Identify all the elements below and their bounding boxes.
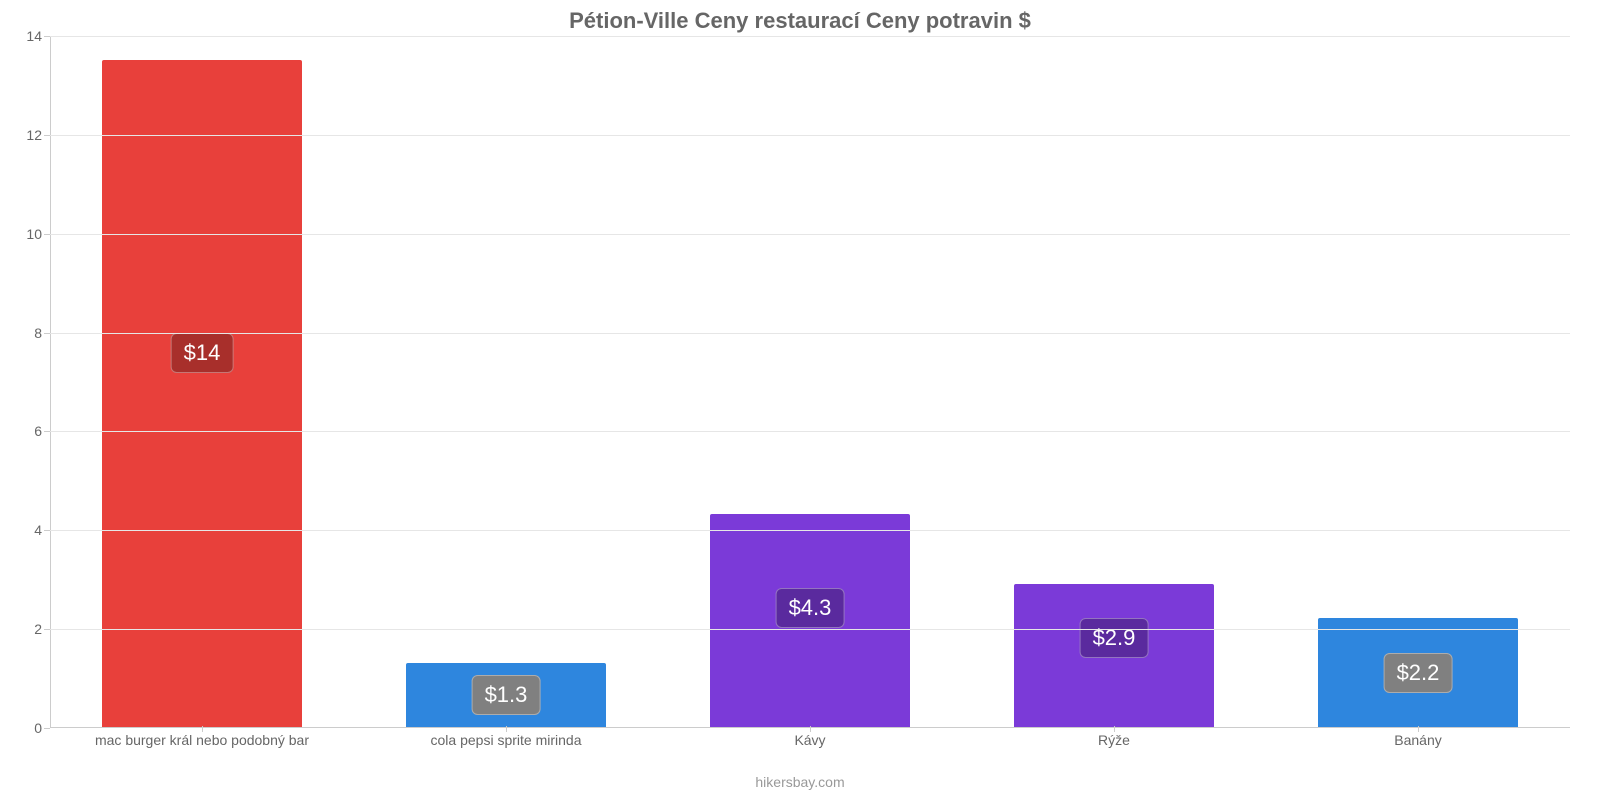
chart-container: Pétion-Ville Ceny restaurací Ceny potrav… (0, 0, 1600, 800)
x-axis-labels: mac burger král nebo podobný bar cola pep… (50, 732, 1570, 760)
y-tick-mark (44, 36, 50, 37)
bar-value-label: $14 (171, 333, 234, 373)
y-tick-mark (44, 530, 50, 531)
grid-line (50, 234, 1570, 235)
y-tick-mark (44, 629, 50, 630)
bar: $1.3 (406, 663, 607, 727)
plot-area: $14$1.3$4.3$2.9$2.2 02468101214 (50, 36, 1570, 728)
chart-source: hikersbay.com (0, 774, 1600, 790)
y-tick-label: 2 (2, 621, 42, 637)
bar-value-label: $4.3 (776, 588, 845, 628)
bar: $14 (102, 60, 303, 727)
y-tick-mark (44, 333, 50, 334)
bar: $2.2 (1318, 618, 1519, 727)
y-tick-label: 6 (2, 423, 42, 439)
x-axis-label: mac burger král nebo podobný bar (95, 732, 309, 748)
bar-value-label: $2.2 (1384, 653, 1453, 693)
grid-line (50, 135, 1570, 136)
y-tick-mark (44, 135, 50, 136)
bar-value-label: $2.9 (1080, 618, 1149, 658)
chart-title: Pétion-Ville Ceny restaurací Ceny potrav… (0, 0, 1600, 34)
grid-line (50, 629, 1570, 630)
grid-line (50, 530, 1570, 531)
y-tick-label: 0 (2, 720, 42, 736)
y-tick-label: 12 (2, 127, 42, 143)
bar-value-label: $1.3 (472, 675, 541, 715)
y-tick-label: 10 (2, 226, 42, 242)
y-tick-mark (44, 431, 50, 432)
y-tick-label: 8 (2, 325, 42, 341)
y-tick-mark (44, 234, 50, 235)
x-axis-label: Kávy (794, 732, 825, 748)
x-axis-label: Rýže (1098, 732, 1130, 748)
grid-line (50, 333, 1570, 334)
bar: $2.9 (1014, 584, 1215, 727)
grid-line (50, 431, 1570, 432)
x-axis-label: Banány (1394, 732, 1441, 748)
x-axis-label: cola pepsi sprite mirinda (431, 732, 582, 748)
y-tick-label: 4 (2, 522, 42, 538)
y-tick-mark (44, 728, 50, 729)
bars-layer: $14 $1.3 $4.3 $2.9 $2.2 (50, 36, 1570, 727)
y-tick-label: 14 (2, 28, 42, 44)
grid-line (50, 36, 1570, 37)
bar: $4.3 (710, 514, 911, 727)
